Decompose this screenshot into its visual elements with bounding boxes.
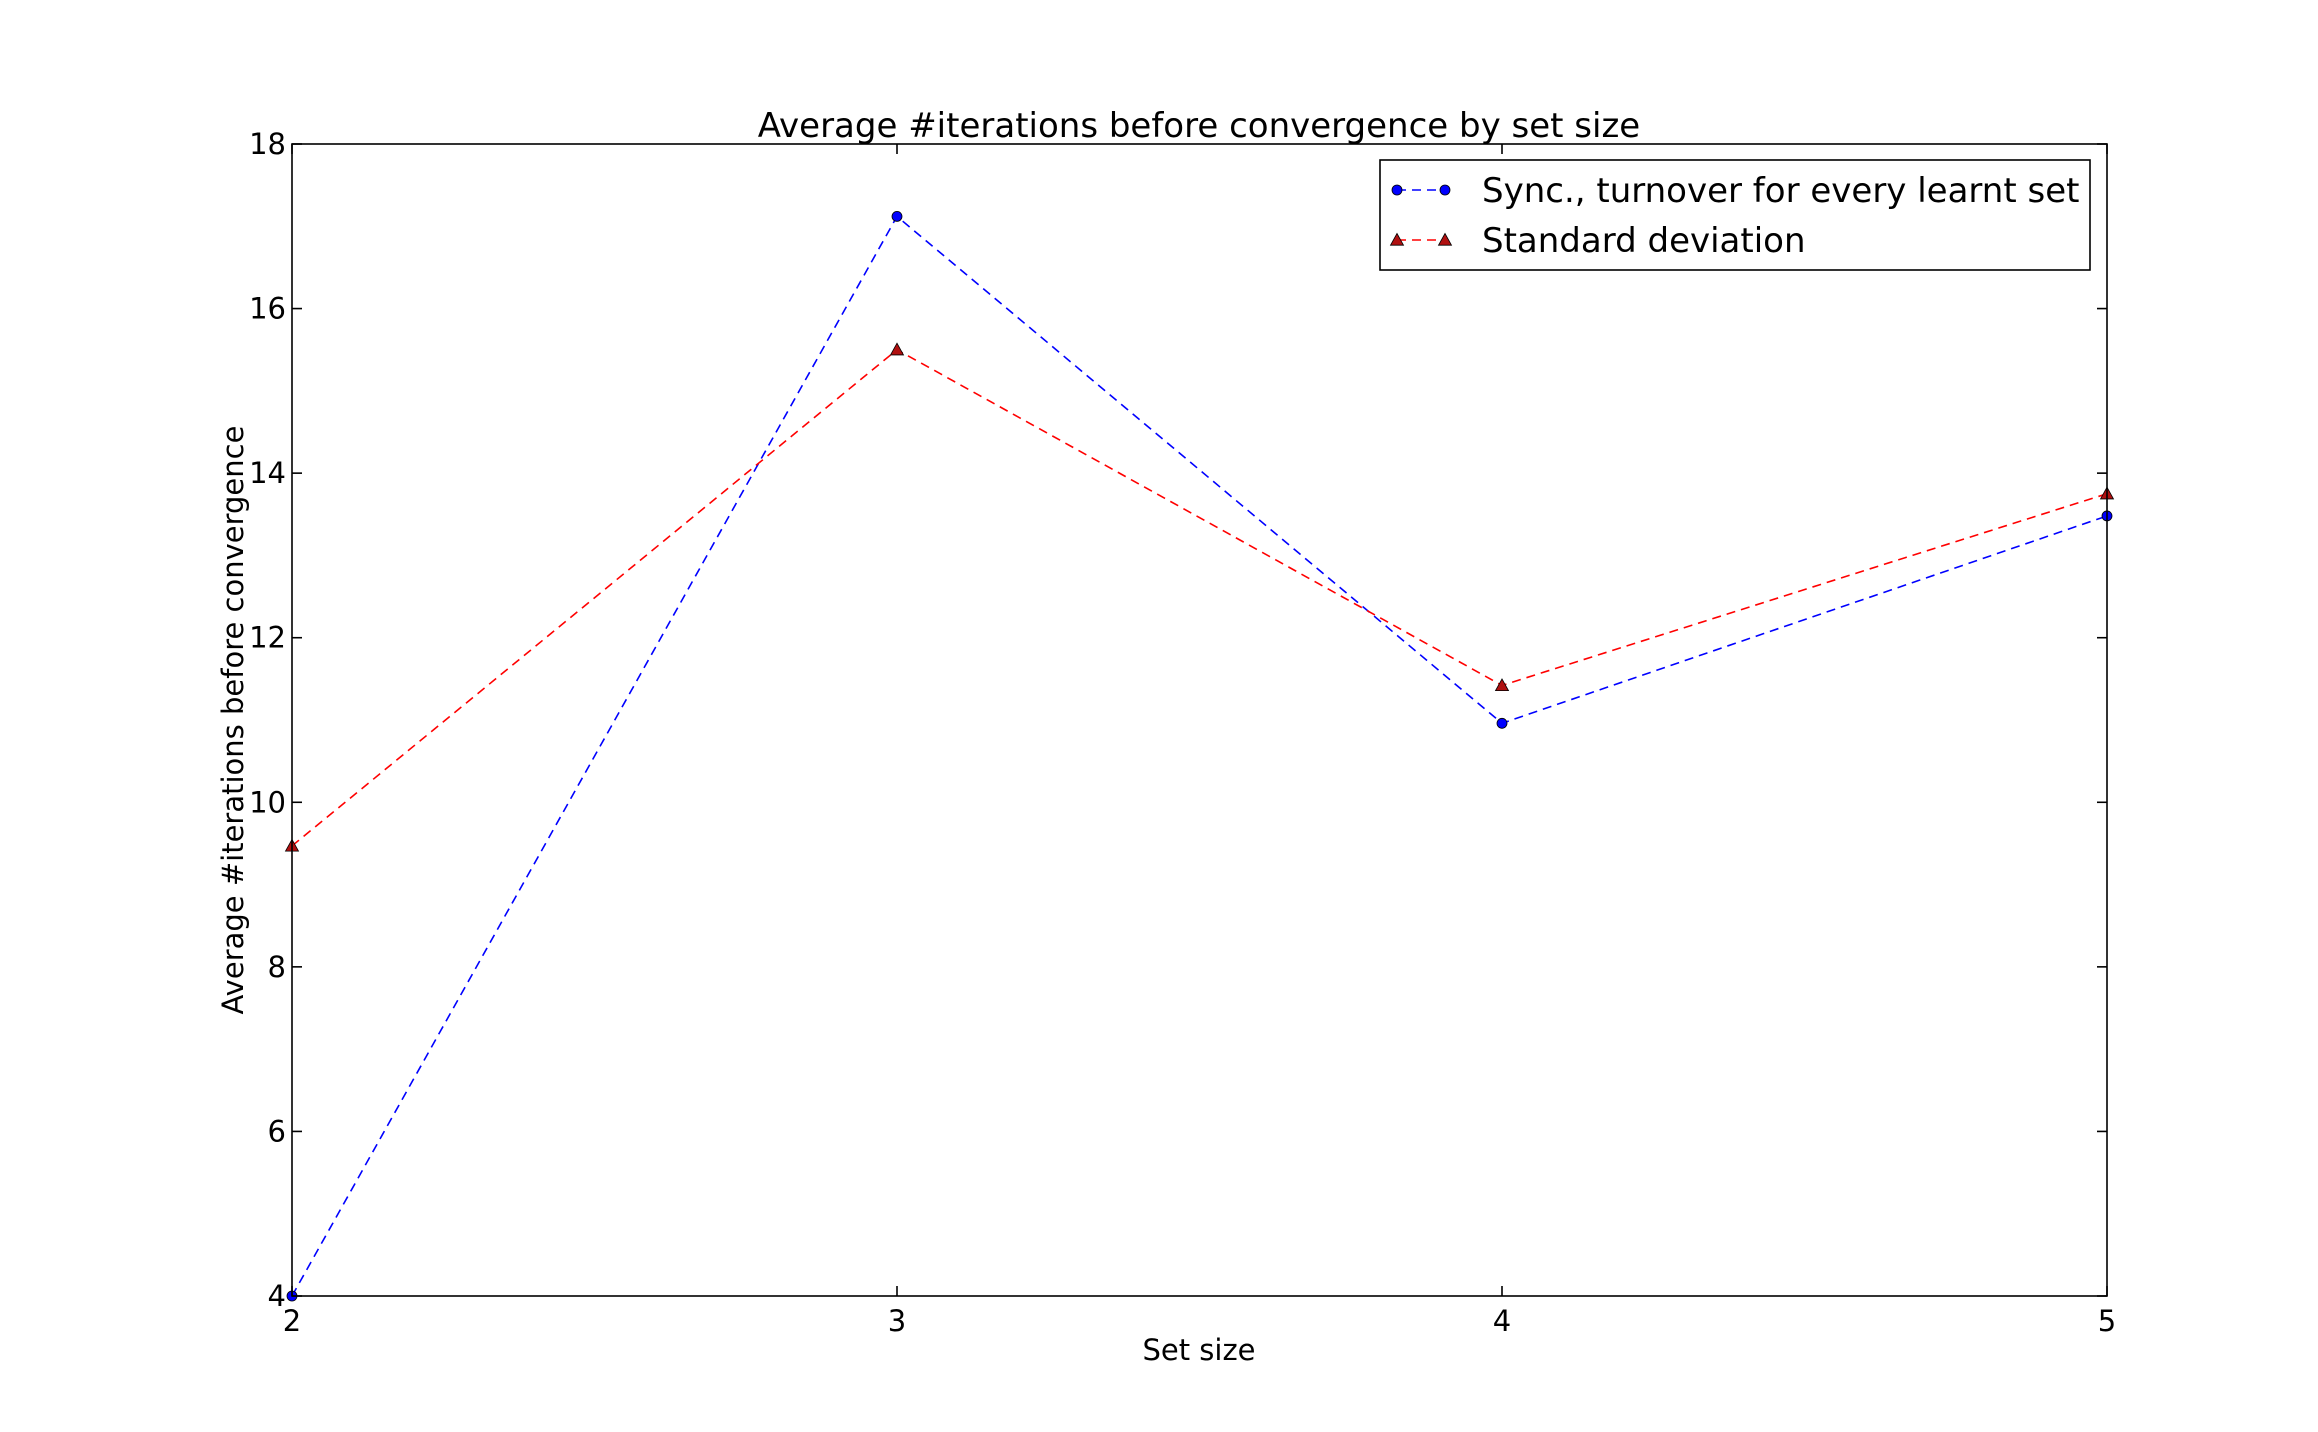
legend-marker: [1391, 184, 1403, 196]
legend-entry-1: Sync., turnover for every learnt set: [1391, 171, 2079, 211]
legend-marker: [1439, 184, 1451, 196]
y-tick-label: 8: [268, 950, 286, 984]
legend: Sync., turnover for every learnt set Stan…: [1379, 159, 2091, 271]
data-point: [1494, 678, 1510, 692]
data-point: [891, 211, 903, 222]
x-tick-label: 3: [888, 1304, 906, 1338]
tick-layer: 2 3 4 5 4 6 8 10 12 14 16 18: [249, 127, 2116, 1338]
legend-frame: [1379, 159, 2091, 271]
legend-label: Standard deviation: [1482, 221, 1806, 261]
y-tick-label: 14: [249, 456, 286, 490]
x-tick-label: 2: [283, 1304, 301, 1338]
legend-marker: [1389, 232, 1405, 246]
plot-frame: [291, 143, 2108, 1297]
legend-entry-2: Standard deviation: [1389, 221, 1806, 261]
y-tick-label: 16: [249, 292, 286, 326]
data-point: [889, 342, 905, 356]
y-tick-label: 12: [249, 621, 286, 655]
series-line: [291, 215, 2108, 1297]
series-line: [291, 348, 2108, 847]
legend-marker: [1437, 232, 1453, 246]
y-tick-label: 18: [249, 127, 286, 161]
y-tick-label: 10: [249, 785, 286, 819]
data-point: [1496, 717, 1508, 729]
y-tick-label: 6: [268, 1114, 286, 1148]
y-axis-title: Average #iterations before convergence: [216, 426, 250, 1015]
legend-label: Sync., turnover for every learnt set: [1482, 171, 2079, 211]
x-axis-title: Set size: [1142, 1333, 1255, 1367]
chart-title: Average #iterations before convergence b…: [758, 106, 1640, 146]
legend-entries: Sync., turnover for every learnt set Stan…: [1389, 171, 2079, 261]
x-tick-label: 4: [1493, 1304, 1511, 1338]
y-tick-label: 4: [268, 1279, 286, 1313]
x-tick-label: 5: [2098, 1304, 2116, 1338]
